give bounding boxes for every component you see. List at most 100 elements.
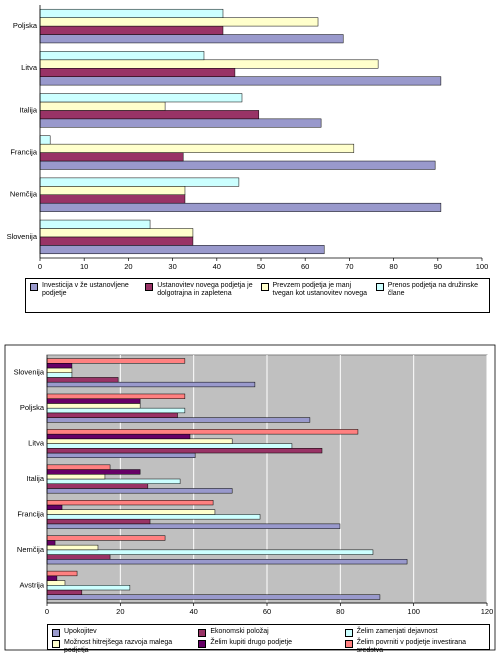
legend-swatch xyxy=(52,629,60,637)
bar xyxy=(39,25,224,35)
legend-label: Prevzem podjetja je manj tvegan kot usta… xyxy=(272,282,368,297)
x-tick-label: 80 xyxy=(336,607,344,616)
legend-swatch xyxy=(260,283,269,291)
bar xyxy=(39,186,186,195)
bar xyxy=(46,393,186,399)
legend-item: Prevzem podjetja je manj tvegan kot usta… xyxy=(260,282,370,309)
bar xyxy=(39,177,240,187)
bar xyxy=(46,407,186,414)
legend-label: Investicija v že ustanovljene podjetje xyxy=(42,282,129,297)
bar xyxy=(46,381,256,388)
x-tick-label: 120 xyxy=(481,607,494,616)
bar xyxy=(46,398,141,404)
y-tick-label: Nemčija xyxy=(17,545,45,554)
x-tick-label: 0 xyxy=(38,262,42,271)
bar xyxy=(46,367,73,373)
bar xyxy=(46,559,408,565)
x-tick-label: 10 xyxy=(80,262,88,271)
bar xyxy=(46,580,66,586)
legend-label: Prenos podjetja na družinske člane xyxy=(387,282,479,297)
legend-swatch xyxy=(198,629,207,637)
bar xyxy=(39,219,151,229)
legend-label: Ustanovitev novega podjetja je dolgotraj… xyxy=(157,282,253,297)
bar xyxy=(39,101,166,111)
legend-item: Želim povrniti v podjetje investirana sr… xyxy=(344,639,485,653)
bar xyxy=(46,540,56,546)
y-tick-label: Francija xyxy=(17,509,45,518)
bar xyxy=(39,59,379,69)
legend-item: Upokojitev xyxy=(52,628,192,637)
legend-swatch xyxy=(375,283,384,291)
legend-label: Želim zamenjati dejavnost xyxy=(356,628,438,635)
bar xyxy=(39,236,194,246)
bar xyxy=(39,228,194,238)
x-tick-label: 50 xyxy=(257,262,265,271)
bar xyxy=(39,194,186,204)
y-tick-label: Avstrija xyxy=(20,580,45,589)
bar xyxy=(46,452,196,458)
legend-item: Prenos podjetja na družinske člane xyxy=(375,282,485,309)
x-tick-label: 90 xyxy=(434,262,442,271)
x-tick-label: 60 xyxy=(263,607,271,616)
x-tick-label: 40 xyxy=(189,607,197,616)
legend-label: Možnost hitrejšega razvoja malega podjet… xyxy=(64,639,173,653)
legend-item: Ekonomski položaj xyxy=(198,628,338,637)
bar xyxy=(39,135,51,145)
bar xyxy=(39,34,344,44)
bar xyxy=(39,8,224,18)
y-tick-label: Italija xyxy=(26,474,44,483)
bar xyxy=(46,518,151,525)
bar xyxy=(46,448,323,454)
bar xyxy=(46,585,131,591)
bar xyxy=(39,93,243,103)
legend-item: Ustanovitev novega podjetja je dolgotraj… xyxy=(145,282,254,309)
x-tick-label: 60 xyxy=(301,262,309,271)
legend-item: Želim zamenjati dejavnost xyxy=(344,628,485,637)
legend-swatch xyxy=(344,640,353,648)
y-tick-label: Italija xyxy=(19,105,37,114)
bar xyxy=(46,500,214,506)
bar xyxy=(46,429,359,435)
bar xyxy=(39,110,260,120)
legend-label: Upokojitev xyxy=(64,628,97,635)
chart-frame xyxy=(4,344,496,651)
bar xyxy=(39,51,205,61)
bar xyxy=(46,372,73,378)
legend-label: Želim kupiti drugo podjetje xyxy=(210,639,293,646)
bar xyxy=(39,118,322,128)
x-tick-label: 20 xyxy=(116,607,124,616)
bar xyxy=(46,589,83,595)
legend-swatch xyxy=(30,283,38,291)
bar xyxy=(46,363,73,369)
y-tick-label: Nemčija xyxy=(10,190,38,199)
bar xyxy=(46,575,58,581)
bar xyxy=(46,358,186,364)
bar xyxy=(46,478,181,484)
bar xyxy=(46,417,311,423)
y-tick-label: Litva xyxy=(28,439,45,448)
legend-swatch xyxy=(198,640,207,648)
y-tick-label: Poljska xyxy=(13,21,38,30)
y-tick-label: Poljska xyxy=(20,403,45,412)
legend-item: Investicija v že ustanovljene podjetje xyxy=(30,282,139,309)
x-tick-label: 100 xyxy=(407,607,420,616)
legend-swatch xyxy=(145,283,154,291)
bar xyxy=(39,160,436,170)
y-tick-label: Litva xyxy=(21,63,38,72)
y-tick-label: Slovenija xyxy=(14,368,45,377)
bar xyxy=(46,483,149,489)
bar xyxy=(39,68,236,77)
legend-swatch xyxy=(52,640,60,648)
x-tick-label: 30 xyxy=(168,262,176,271)
bar xyxy=(46,438,233,444)
bar xyxy=(46,469,141,475)
bar xyxy=(46,474,106,480)
x-tick-label: 80 xyxy=(389,262,397,271)
bar xyxy=(46,509,216,515)
legend-item: Možnost hitrejšega razvoja malega podjet… xyxy=(52,639,192,653)
y-tick-label: Slovenija xyxy=(7,232,38,241)
bar xyxy=(46,403,141,409)
bar xyxy=(39,202,442,212)
x-tick-label: 40 xyxy=(213,262,221,271)
legend-label: Želim povrniti v podjetje investirana sr… xyxy=(356,639,466,653)
